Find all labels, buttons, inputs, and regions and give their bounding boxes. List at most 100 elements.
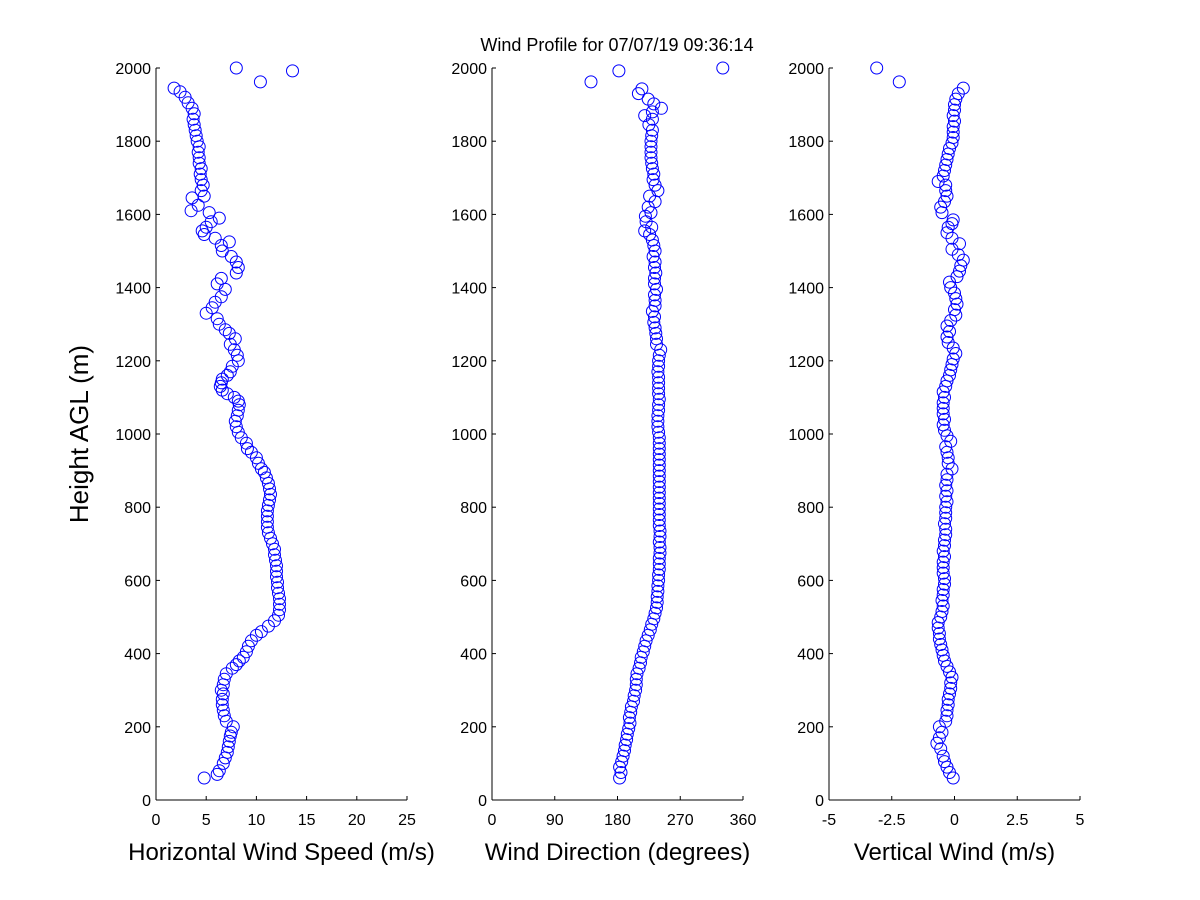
- data-point: [939, 184, 953, 198]
- data-point: [227, 390, 241, 404]
- data-point: [648, 261, 661, 274]
- data-point: [167, 81, 181, 95]
- data-point: [945, 670, 959, 684]
- data-point: [954, 259, 968, 273]
- data-point: [945, 136, 959, 150]
- y-tick-label: 400: [124, 647, 151, 664]
- data-point: [648, 606, 662, 620]
- data-point: [260, 515, 274, 529]
- data-point: [620, 733, 634, 747]
- data-point: [940, 473, 954, 487]
- data-point: [618, 744, 631, 758]
- data-point: [650, 282, 663, 296]
- data-point: [189, 129, 203, 143]
- data-point: [943, 687, 956, 701]
- data-point: [613, 771, 627, 785]
- data-point: [191, 145, 205, 159]
- data-point: [651, 579, 665, 593]
- y-tick-label: 1600: [451, 207, 487, 224]
- data-point: [652, 573, 666, 587]
- data-point: [627, 694, 640, 708]
- panel-wind-direction: 0 200 400 600 800 1000 1200 1400 1600 1800 2000 0 90…: [451, 61, 756, 866]
- x-tick-label: 15: [298, 812, 316, 829]
- data-point: [652, 447, 666, 461]
- data-point: [188, 123, 202, 137]
- data-point: [652, 453, 666, 467]
- data-point: [939, 522, 953, 536]
- data-point: [220, 745, 234, 759]
- data-point: [652, 502, 666, 516]
- panel-vertical-wind: 0 200 400 600 800 1000 1200 1400 1600 1800 2000 -5 -…: [788, 61, 1084, 866]
- data-point: [652, 568, 666, 582]
- data-point: [651, 409, 665, 423]
- data-point: [652, 403, 666, 417]
- data-point: [936, 588, 950, 602]
- y-tick-label: 2000: [788, 61, 824, 78]
- data-point: [222, 734, 236, 748]
- y-tick-label: 200: [460, 720, 487, 737]
- data-point: [940, 330, 954, 344]
- data-point: [652, 491, 666, 505]
- data-point: [212, 317, 226, 331]
- data-point: [652, 436, 666, 450]
- data-point: [261, 498, 275, 512]
- data-point: [934, 638, 948, 651]
- data-point: [231, 403, 245, 417]
- y-tick-label: 400: [797, 647, 824, 664]
- data-point: [212, 764, 226, 778]
- y-tick-label: 600: [124, 573, 151, 590]
- y-tick-label: 200: [124, 720, 151, 737]
- data-point: [225, 661, 239, 675]
- data-point: [231, 394, 245, 408]
- y-tick-label: 1600: [115, 207, 151, 224]
- data-point: [187, 107, 201, 121]
- data-point: [197, 228, 211, 241]
- data-point: [639, 634, 653, 648]
- data-point: [204, 215, 218, 229]
- data-point: [939, 511, 953, 525]
- data-point: [229, 61, 243, 75]
- data-point: [623, 716, 637, 730]
- data-point: [652, 475, 666, 489]
- data-point: [239, 645, 253, 659]
- data-point: [938, 390, 951, 404]
- data-point: [652, 469, 666, 483]
- x-tick-label: 5: [202, 812, 211, 829]
- data-point: [652, 497, 666, 510]
- data-point: [230, 409, 244, 423]
- data-point: [650, 590, 664, 604]
- data-point: [892, 75, 906, 89]
- data-point: [638, 224, 652, 238]
- y-tick-label: 200: [797, 720, 824, 737]
- data-point: [212, 211, 226, 225]
- data-point: [948, 103, 961, 117]
- data-point: [272, 608, 285, 622]
- data-point: [949, 292, 963, 306]
- data-point: [652, 354, 666, 368]
- data-point: [652, 535, 666, 549]
- y-tick-label: 600: [460, 573, 487, 590]
- data-point: [938, 423, 951, 437]
- data-point: [648, 299, 662, 313]
- data-point: [268, 548, 281, 562]
- y-tick-label: 1200: [115, 354, 151, 371]
- data-point: [652, 370, 666, 384]
- x-tick-label: 0: [950, 812, 959, 829]
- data-point: [649, 266, 663, 280]
- data-point: [949, 308, 963, 322]
- data-point: [944, 281, 958, 295]
- data-point: [612, 64, 626, 78]
- data-point: [653, 541, 667, 554]
- y-tick-label: 1800: [788, 134, 824, 151]
- data-point: [190, 134, 204, 148]
- panel-horizontal-wind-speed: 0 200 400 600 800 1000 1200 1400 1600 1800 2000 0 5 1…: [115, 61, 434, 866]
- data-point: [584, 75, 598, 89]
- data-point: [648, 288, 661, 302]
- data-point: [940, 495, 954, 509]
- data-point: [644, 151, 658, 165]
- data-point: [627, 689, 641, 703]
- data-point: [652, 431, 666, 445]
- data-point: [645, 112, 659, 126]
- y-tick-label: 400: [460, 647, 487, 664]
- x-tick-label: 90: [546, 812, 564, 829]
